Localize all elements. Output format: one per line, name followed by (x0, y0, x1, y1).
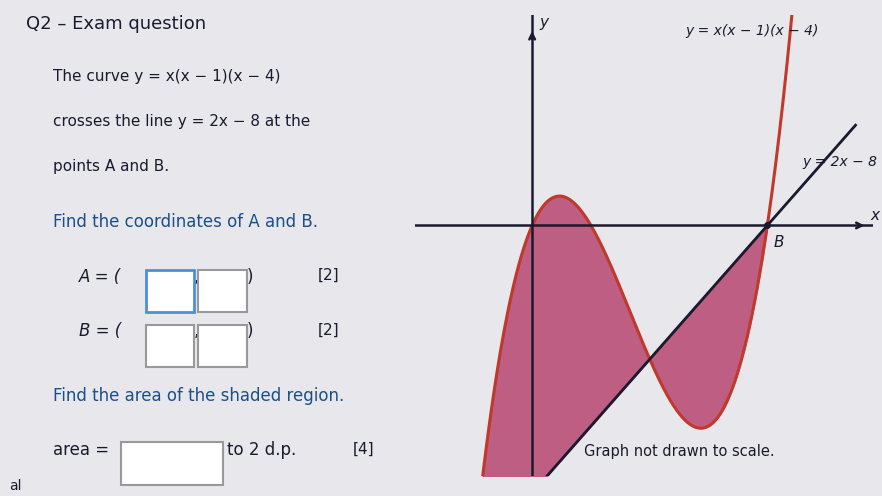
Text: to 2 d.p.: to 2 d.p. (228, 441, 296, 459)
FancyBboxPatch shape (146, 270, 194, 312)
Text: Find the coordinates of A and B.: Find the coordinates of A and B. (53, 213, 318, 231)
Text: y = 2x − 8: y = 2x − 8 (803, 155, 878, 169)
Text: B = (: B = ( (79, 322, 122, 340)
Text: y = x(x − 1)(x − 4): y = x(x − 1)(x − 4) (685, 24, 818, 38)
Text: [2]: [2] (318, 268, 340, 283)
Text: The curve y = x(x − 1)(x − 4): The curve y = x(x − 1)(x − 4) (53, 69, 280, 84)
Text: B: B (774, 236, 784, 250)
Text: crosses the line y = 2x − 8 at the: crosses the line y = 2x − 8 at the (53, 114, 310, 129)
Text: points A and B.: points A and B. (53, 159, 169, 174)
Text: ): ) (247, 268, 253, 286)
FancyBboxPatch shape (122, 442, 222, 485)
Text: ,: , (194, 268, 199, 286)
Text: x: x (871, 208, 879, 223)
Text: [2]: [2] (318, 322, 340, 337)
Text: ,: , (194, 322, 199, 340)
FancyBboxPatch shape (198, 270, 247, 312)
FancyBboxPatch shape (198, 325, 247, 367)
Text: Find the area of the shaded region.: Find the area of the shaded region. (53, 387, 344, 405)
Text: al: al (9, 479, 21, 493)
Text: Graph not drawn to scale.: Graph not drawn to scale. (584, 444, 774, 459)
Text: A = (: A = ( (79, 268, 122, 286)
Text: Q2 – Exam question: Q2 – Exam question (26, 15, 206, 33)
Text: y: y (539, 15, 549, 30)
Text: ): ) (247, 322, 253, 340)
Text: area =: area = (53, 441, 115, 459)
Text: [4]: [4] (353, 441, 375, 456)
FancyBboxPatch shape (146, 325, 194, 367)
